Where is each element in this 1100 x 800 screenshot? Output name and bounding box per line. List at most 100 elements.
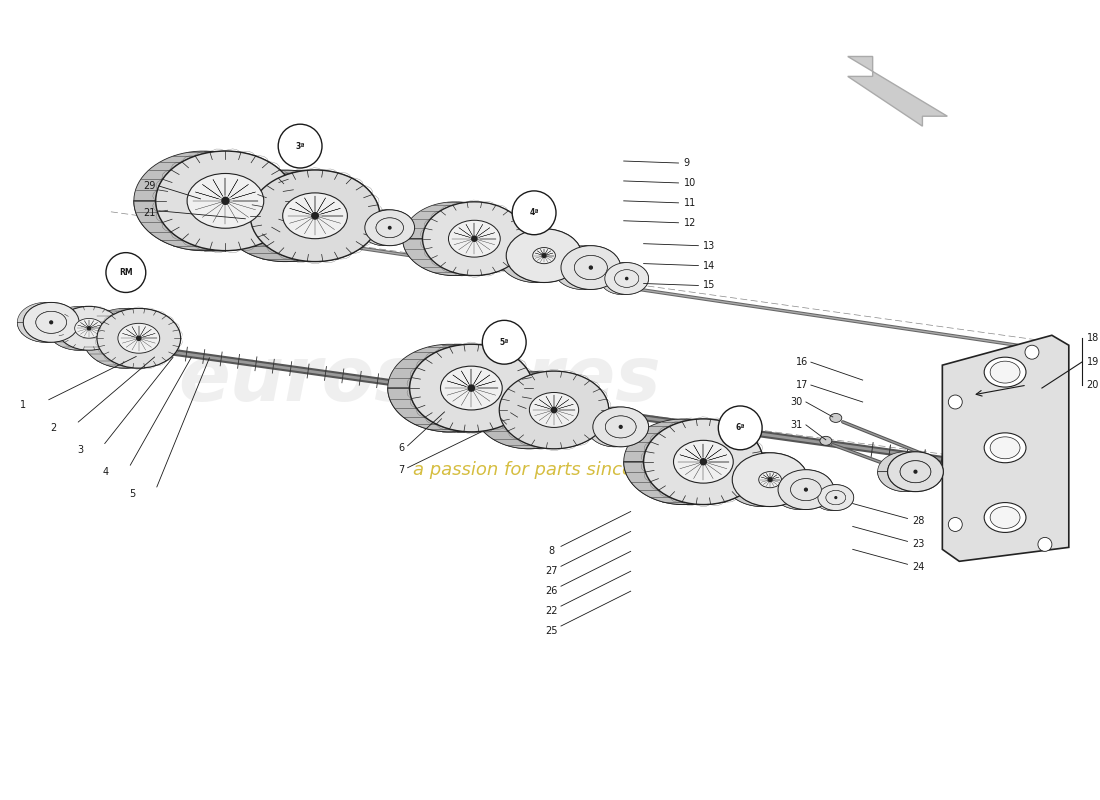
Ellipse shape [818,485,854,510]
Ellipse shape [283,193,348,238]
Circle shape [619,426,623,428]
Ellipse shape [984,433,1026,462]
Text: 29: 29 [143,181,156,191]
Ellipse shape [900,461,931,482]
Ellipse shape [532,247,556,264]
Text: 16: 16 [795,357,807,367]
Text: 6ª: 6ª [736,423,745,432]
Text: a passion for parts since 1985: a passion for parts since 1985 [414,461,685,478]
Polygon shape [878,472,944,491]
Polygon shape [814,485,854,498]
Ellipse shape [409,344,534,432]
Circle shape [311,213,318,219]
Circle shape [701,458,706,465]
Polygon shape [220,170,380,216]
Ellipse shape [36,311,66,334]
Circle shape [87,326,90,330]
Text: 26: 26 [544,586,558,596]
Ellipse shape [75,318,103,338]
Ellipse shape [97,308,180,368]
Text: 15: 15 [703,281,716,290]
Ellipse shape [57,306,121,350]
Circle shape [222,198,229,204]
Circle shape [50,321,53,324]
Ellipse shape [759,471,781,488]
Text: 17: 17 [795,380,807,390]
Polygon shape [553,267,620,290]
Polygon shape [474,371,608,410]
Text: 9: 9 [683,158,690,168]
Text: 25: 25 [544,626,558,636]
Text: 13: 13 [703,241,716,250]
Text: RM: RM [119,268,133,277]
Ellipse shape [673,440,734,483]
Polygon shape [403,202,526,238]
Circle shape [835,497,837,498]
Ellipse shape [574,255,607,280]
Ellipse shape [615,270,639,287]
Circle shape [590,266,593,269]
Polygon shape [878,452,944,472]
Text: 31: 31 [791,420,803,430]
Ellipse shape [605,416,636,438]
Ellipse shape [605,416,636,438]
Circle shape [388,226,390,229]
Ellipse shape [156,151,295,250]
Ellipse shape [593,407,649,446]
Polygon shape [943,335,1069,562]
Circle shape [472,236,477,242]
Polygon shape [360,228,415,246]
Circle shape [551,407,557,413]
Circle shape [136,336,141,340]
Ellipse shape [829,414,842,422]
Polygon shape [553,246,620,267]
Ellipse shape [990,437,1020,458]
Text: 28: 28 [913,517,925,526]
Text: 18: 18 [1087,334,1099,343]
Ellipse shape [440,366,503,410]
Text: 5: 5 [130,489,135,498]
Ellipse shape [23,302,79,342]
Circle shape [513,191,556,234]
Text: eurospares: eurospares [178,343,661,417]
Text: 4: 4 [102,466,109,477]
Text: 14: 14 [703,261,716,270]
Polygon shape [772,490,834,510]
Polygon shape [498,229,582,256]
Ellipse shape [574,255,607,280]
Text: 19: 19 [1087,357,1099,367]
Text: 3ª: 3ª [295,142,305,150]
Ellipse shape [251,170,380,262]
Polygon shape [587,427,649,446]
Polygon shape [18,322,79,342]
Ellipse shape [990,361,1020,383]
Polygon shape [134,201,295,250]
Circle shape [278,124,322,168]
Circle shape [914,470,917,473]
Polygon shape [47,306,121,328]
Ellipse shape [376,218,404,238]
Ellipse shape [984,357,1026,387]
Ellipse shape [376,218,404,238]
Circle shape [768,478,772,482]
Polygon shape [624,462,763,505]
Polygon shape [498,256,582,282]
Circle shape [948,518,962,531]
Polygon shape [18,302,79,322]
Polygon shape [587,407,649,427]
Ellipse shape [791,478,822,501]
Text: 23: 23 [913,539,925,550]
Ellipse shape [529,393,579,427]
Polygon shape [724,453,807,480]
Text: 2: 2 [50,423,56,433]
Ellipse shape [900,461,931,482]
Circle shape [804,488,807,491]
Polygon shape [624,419,763,462]
Text: 4ª: 4ª [529,208,539,218]
Ellipse shape [826,490,846,505]
Circle shape [948,395,962,409]
Text: 5ª: 5ª [499,338,509,346]
Polygon shape [220,216,380,262]
Ellipse shape [561,246,620,290]
Polygon shape [387,388,534,432]
